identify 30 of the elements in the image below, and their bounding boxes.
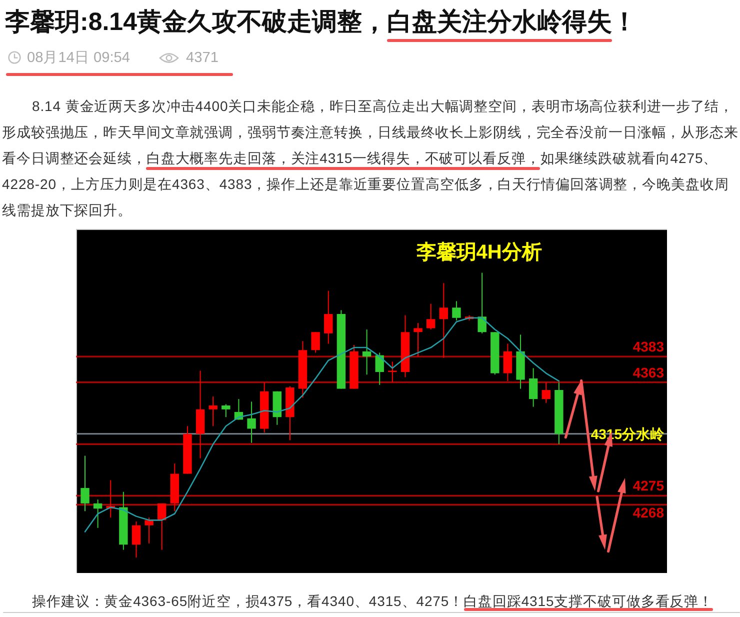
candlestick <box>528 368 538 408</box>
candlestick <box>439 282 448 358</box>
ref-line-label: 4383 <box>632 338 664 355</box>
candlestick <box>208 396 218 427</box>
candlestick <box>503 343 512 382</box>
ref-line-label: 4275 <box>632 478 664 494</box>
candlestick <box>388 361 397 383</box>
text: 8.14 黄金近两天多次冲击4400关口未能企稳，昨日至高位走出大幅调整空间，表明市场高位获利进一步了结，形成较强抛压，昨天早间文章就强调，强弱节奏注意转换，日线最终收长上影阴线，完全吞没前一日涨幅，从形态来看今日调整还会延续，白盘大概率先走回落，关注4315一线得失，不破可以看反弹，如果继续跌破就看向4275、4228-20，上方压力则是在4363、4383，操作上还是靠近重要位置高空低多，白天行情偏回落调整，今晚美盘收周线需提放下探回升。 <box>2 97 740 220</box>
candlestick <box>144 517 154 544</box>
ref-line-label: 4268 <box>632 504 664 521</box>
candlestick <box>247 401 256 444</box>
candlestick <box>542 382 550 404</box>
text: 08月14日 09:54 <box>27 49 130 68</box>
candlestick <box>478 272 486 334</box>
candlestick <box>222 404 230 418</box>
candlestick <box>452 300 461 321</box>
candlestick <box>414 322 422 358</box>
candlestick <box>324 290 333 344</box>
ref-line-label: 4363 <box>632 364 664 380</box>
candlestick <box>362 328 372 376</box>
candlestick <box>158 502 166 550</box>
annotation: 李馨玥4H分析 <box>415 241 542 264</box>
text: 操作建议：黄金4363-65附近空，损4375，看4340、4315、4275！白盘回踩4315支撑不破可做多看反弹！ <box>31 592 714 611</box>
candlestick <box>426 303 436 330</box>
chart-title: 李馨玥:8.14黄金久攻不破走调整，白盘关注分水岭得失！ <box>5 7 637 38</box>
text: 4371 <box>186 49 218 68</box>
candlestick <box>311 332 320 354</box>
candlestick <box>132 520 141 558</box>
candlestick <box>93 499 102 528</box>
candlestick <box>80 455 90 512</box>
